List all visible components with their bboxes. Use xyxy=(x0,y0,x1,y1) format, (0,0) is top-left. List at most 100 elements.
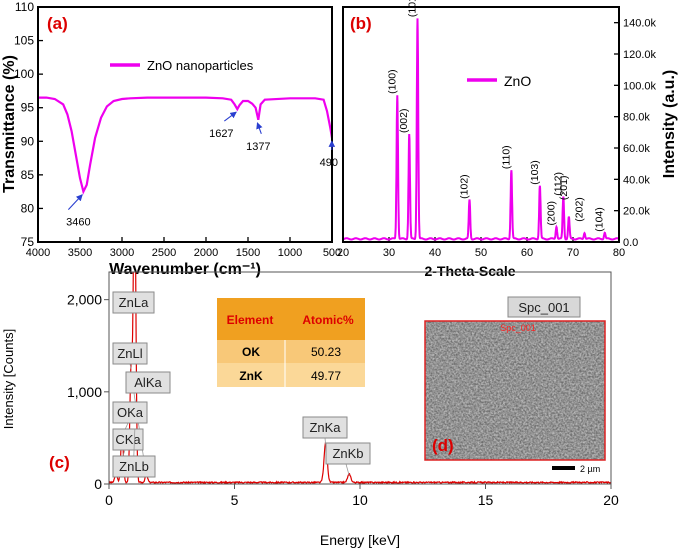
xrd-y-tick-label: 40.0k xyxy=(623,174,650,186)
table-row-bg xyxy=(217,363,365,387)
ftir-y-tick-label: 110 xyxy=(15,0,34,14)
sem-image-frame xyxy=(424,320,606,461)
eds-x-tick-label: 10 xyxy=(352,492,368,508)
eds-y-axis-title: Intensity [Counts] xyxy=(1,329,16,429)
panel-label-d: (d) xyxy=(432,436,454,455)
eds-peak-tag xyxy=(325,442,371,465)
xrd-x-tick-label: 80 xyxy=(613,247,625,259)
xrd-peak-label: (100) xyxy=(386,69,398,94)
ftir-y-tick-label: 95 xyxy=(21,101,35,115)
xrd-ticks: 20 30 40 50 60 70 800.0 20.0k 40.0k 60.0k 80.0k 100… xyxy=(337,18,657,259)
eds-peak-tag xyxy=(112,342,148,365)
eds-peak-tag-text: ZnLa xyxy=(119,295,149,310)
eds-peak-labels: ZnLa ZnLl AlKa OKa CKa ZnLb ZnKa ZnKb xyxy=(112,291,371,478)
eds-y-tick-label: 1,000 xyxy=(67,384,102,400)
ftir-annotations: 3460 1627 1377 490 xyxy=(66,111,338,229)
table-header-atomic: Atomic% xyxy=(302,313,354,327)
xrd-x-axis-title: 2-Theta-Scale xyxy=(424,263,515,279)
xrd-peak-label: (104) xyxy=(594,207,606,232)
ftir-x-tick-label: 2000 xyxy=(194,247,218,259)
xrd-peak-label: (101) xyxy=(407,0,419,17)
xrd-y-tick-label: 60.0k xyxy=(623,143,650,155)
eds-spectrum-line xyxy=(109,272,611,484)
element-table: Element Atomic% OK 50.23 ZnK 49.77 xyxy=(217,298,365,387)
eds-peak-tag xyxy=(125,371,171,394)
xrd-x-tick-label: 30 xyxy=(383,247,395,259)
eds-panel: 0 5 10 15 20 0 1,000 2,000 (c) ZnLa ZnLl AlKa OKa C… xyxy=(1,271,619,548)
ftir-annotation-label: 3460 xyxy=(66,217,90,229)
table-cell-atomic: 49.77 xyxy=(311,369,341,383)
ftir-x-tick-label: 1500 xyxy=(236,247,260,259)
xrd-plot-frame xyxy=(342,6,620,243)
eds-peak-tag xyxy=(112,428,144,451)
eds-peak-tag-text: OKa xyxy=(117,405,144,420)
ftir-x-tick-label: 2500 xyxy=(152,247,176,259)
xrd-y-tick-label: 140.0k xyxy=(623,18,657,30)
panel-label-c: (c) xyxy=(49,453,70,472)
ftir-y-tick-label: 100 xyxy=(14,67,34,81)
ftir-annotation-arrow xyxy=(224,111,237,122)
eds-x-tick-label: 5 xyxy=(231,492,239,508)
xrd-x-tick-label: 20 xyxy=(337,247,349,259)
eds-peak-tag xyxy=(112,455,156,478)
xrd-y-tick-label: 120.0k xyxy=(623,49,657,61)
ftir-spectrum-line xyxy=(38,96,332,195)
ftir-y-tick-label: 80 xyxy=(21,201,35,215)
eds-peak-tag xyxy=(112,291,155,314)
xrd-peak-label: (200) xyxy=(545,201,557,226)
ftir-annotation-label: 490 xyxy=(320,157,338,169)
table-cell-atomic: 50.23 xyxy=(311,345,341,359)
eds-y-tick-label: 2,000 xyxy=(67,292,102,308)
eds-spectrum-tag xyxy=(507,296,581,318)
xrd-y-tick-label: 0.0 xyxy=(623,237,638,249)
table-row-bg xyxy=(217,340,365,363)
scale-bar-label: 2 µm xyxy=(580,464,600,474)
xrd-peak-label: (112) xyxy=(552,172,564,196)
xrd-y-tick-label: 80.0k xyxy=(623,112,650,124)
scale-bar xyxy=(552,466,575,470)
panel-label-b: (b) xyxy=(350,14,372,33)
xrd-x-tick-label: 40 xyxy=(429,247,441,259)
panel-label-a: (a) xyxy=(47,14,68,33)
ftir-y-axis-title: Transmittance (%) xyxy=(1,55,18,193)
eds-y-tick-label: 0 xyxy=(94,476,102,492)
xrd-legend-label: ZnO xyxy=(504,73,531,89)
eds-x-axis-title: Energy [keV] xyxy=(320,532,400,548)
eds-peak-tag xyxy=(112,401,148,424)
eds-peak-tag-text: ZnLb xyxy=(119,459,149,474)
xrd-peak-labels: (100) (002) (101) (102) (110) (103) (200) (112)… xyxy=(386,0,605,232)
eds-spectrum-tag-text: Spc_001 xyxy=(518,300,569,315)
ftir-annotation-label: 1627 xyxy=(209,128,233,140)
ftir-x-tick-label: 500 xyxy=(323,247,341,259)
ftir-y-tick-label: 75 xyxy=(21,235,35,249)
ftir-legend-label: ZnO nanoparticles xyxy=(147,58,254,73)
table-cell-element: ZnK xyxy=(239,369,263,383)
eds-x-tick-label: 15 xyxy=(478,492,494,508)
eds-peak-tag-text: ZnLl xyxy=(117,346,142,361)
eds-peak-leader xyxy=(345,463,350,476)
xrd-panel: 20 30 40 50 60 70 800.0 20.0k 40.0k 60.0k 80.0k 100… xyxy=(337,0,678,279)
ftir-x-axis-title: Wavenumber (cm⁻¹) xyxy=(109,261,261,278)
sem-overlay-label: Spc_001 xyxy=(500,323,536,333)
ftir-x-tick-label: 3500 xyxy=(68,247,92,259)
xrd-x-tick-label: 50 xyxy=(475,247,487,259)
ftir-annotation-label: 1377 xyxy=(246,141,270,153)
eds-x-tick-label: 20 xyxy=(603,492,619,508)
ftir-x-tick-label: 4000 xyxy=(26,247,50,259)
xrd-y-axis-title: Intensity (a.u.) xyxy=(661,70,678,178)
xrd-peak-label: (110) xyxy=(500,145,512,169)
xrd-y-tick-label: 100.0k xyxy=(623,80,657,92)
ftir-plot-frame xyxy=(37,6,333,243)
xrd-peak-label: (102) xyxy=(459,174,471,199)
sem-image-texture xyxy=(425,321,605,460)
eds-peak-leader xyxy=(129,363,132,369)
eds-peak-tag-text: ZnKb xyxy=(332,446,363,461)
ftir-x-tick-label: 3000 xyxy=(110,247,134,259)
eds-peak-tag-text: AlKa xyxy=(134,375,162,390)
xrd-peak-label: (202) xyxy=(574,197,586,222)
ftir-panel: 4000 3500 3000 2500 2000 1500 1000 500 75 80 85 90 9… xyxy=(1,0,341,278)
ftir-y-tick-label: 90 xyxy=(21,134,35,148)
table-header-element: Element xyxy=(227,313,274,327)
eds-x-tick-label: 0 xyxy=(105,492,113,508)
eds-peak-tag xyxy=(302,416,348,439)
